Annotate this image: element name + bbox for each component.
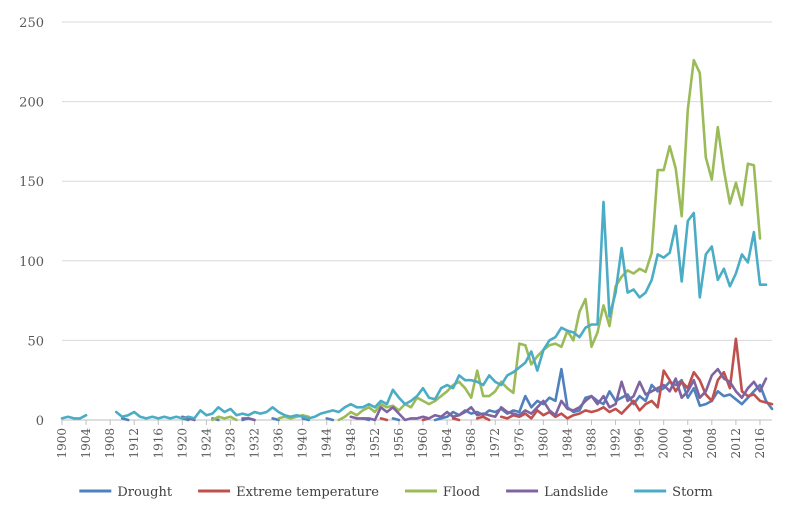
- x-tick-label: 1956: [392, 428, 406, 459]
- x-tick-label: 1980: [536, 428, 550, 459]
- series-lines: [60, 58, 774, 422]
- x-tick-label: 1928: [223, 428, 237, 459]
- x-tick-label: 1952: [368, 428, 382, 459]
- x-axis-ticks: 1900 1904 1908 1912 1916 1920 1924 1928 1932 1936…: [55, 420, 767, 459]
- x-tick-label: 1936: [272, 428, 286, 459]
- x-tick-label: 1924: [199, 428, 213, 459]
- legend-label: Drought: [117, 485, 173, 500]
- legend-label: Flood: [443, 485, 480, 500]
- legend-item: Drought: [79, 485, 173, 500]
- series-line-landslide: [181, 367, 768, 422]
- x-tick-label: 1992: [609, 428, 623, 459]
- x-tick-label: 1984: [560, 428, 574, 459]
- x-tick-label: 1916: [151, 428, 165, 459]
- x-tick-label: 1900: [55, 428, 69, 459]
- y-tick-label: 150: [19, 175, 44, 190]
- legend: Drought Extreme temperature Flood Landslide…: [79, 485, 713, 500]
- x-tick-label: 1948: [344, 428, 358, 459]
- legend-label: Extreme temperature: [236, 485, 379, 500]
- legend-item: Storm: [634, 485, 713, 500]
- y-tick-label: 200: [19, 96, 44, 111]
- y-axis-ticks: 0 50 100 150 200 250: [19, 16, 44, 429]
- x-tick-label: 1968: [464, 428, 478, 459]
- legend-item: Flood: [404, 485, 480, 500]
- x-tick-label: 1940: [296, 428, 310, 459]
- x-tick-label: 1908: [103, 428, 117, 459]
- x-tick-label: 2012: [729, 428, 743, 459]
- y-tick-label: 250: [19, 16, 44, 31]
- legend-item: Extreme temperature: [198, 485, 379, 500]
- x-tick-label: 2004: [681, 428, 695, 459]
- x-tick-label: 1976: [512, 428, 526, 459]
- y-tick-label: 50: [27, 334, 44, 349]
- x-tick-label: 1996: [633, 428, 647, 459]
- y-tick-label: 0: [36, 414, 44, 429]
- x-tick-label: 1972: [488, 428, 502, 459]
- x-tick-label: 1964: [440, 428, 454, 459]
- y-tick-label: 100: [19, 255, 44, 270]
- x-tick-label: 1932: [248, 428, 262, 459]
- x-tick-label: 1960: [416, 428, 430, 459]
- x-tick-label: 1920: [175, 428, 189, 459]
- x-tick-label: 2000: [657, 428, 671, 459]
- series-line-extreme-temperature: [379, 337, 774, 422]
- series-line-flood: [211, 58, 762, 422]
- legend-item: Landslide: [506, 485, 608, 500]
- x-tick-label: 1988: [584, 428, 598, 459]
- legend-label: Landslide: [544, 485, 608, 500]
- x-tick-label: 2016: [753, 428, 767, 459]
- x-tick-label: 1912: [127, 428, 141, 459]
- legend-label: Storm: [672, 485, 713, 500]
- series-line-storm: [60, 200, 768, 420]
- gridlines: [62, 21, 772, 421]
- x-tick-label: 2008: [705, 428, 719, 459]
- x-tick-label: 1944: [320, 428, 334, 459]
- x-tick-label: 1904: [79, 428, 93, 459]
